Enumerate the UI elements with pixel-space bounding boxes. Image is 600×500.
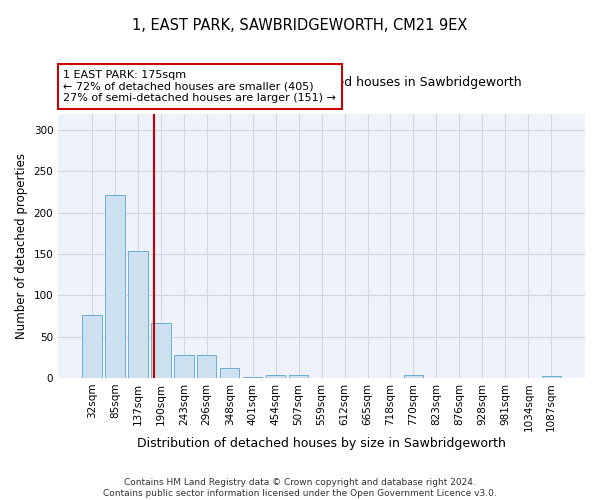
Bar	[128, 250, 148, 378]
Bar	[197, 355, 217, 378]
Bar	[174, 355, 194, 378]
Title: Size of property relative to detached houses in Sawbridgeworth: Size of property relative to detached ho…	[122, 76, 521, 89]
Bar	[243, 377, 262, 378]
Y-axis label: Number of detached properties: Number of detached properties	[15, 153, 28, 339]
Bar	[266, 374, 286, 378]
Bar	[105, 196, 125, 378]
Bar	[220, 368, 239, 378]
Bar	[82, 315, 101, 378]
Text: 1, EAST PARK, SAWBRIDGEWORTH, CM21 9EX: 1, EAST PARK, SAWBRIDGEWORTH, CM21 9EX	[133, 18, 467, 32]
Bar	[289, 374, 308, 378]
Bar	[404, 376, 423, 378]
Bar	[542, 376, 561, 378]
Text: Contains HM Land Registry data © Crown copyright and database right 2024.
Contai: Contains HM Land Registry data © Crown c…	[103, 478, 497, 498]
Text: 1 EAST PARK: 175sqm
← 72% of detached houses are smaller (405)
27% of semi-detac: 1 EAST PARK: 175sqm ← 72% of detached ho…	[64, 70, 337, 103]
X-axis label: Distribution of detached houses by size in Sawbridgeworth: Distribution of detached houses by size …	[137, 437, 506, 450]
Bar	[151, 322, 170, 378]
